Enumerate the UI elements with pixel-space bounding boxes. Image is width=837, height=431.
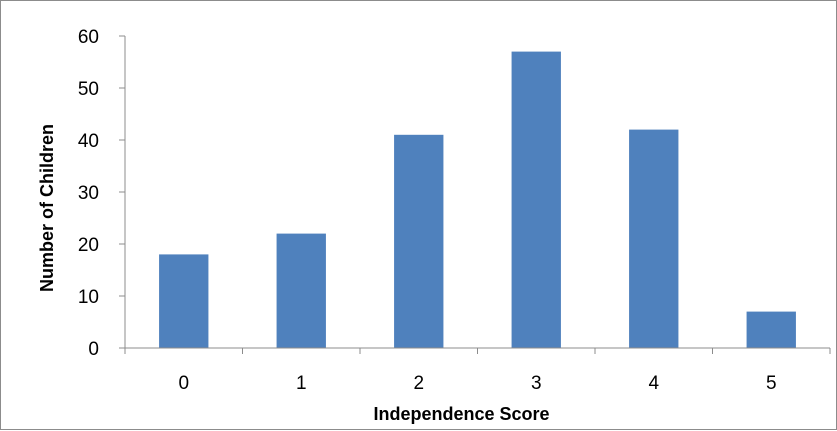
bar-3 — [511, 51, 561, 348]
x-tick-label: 5 — [766, 373, 777, 394]
y-tick-label: 20 — [78, 235, 99, 256]
y-axis-title: Number of Children — [37, 124, 57, 292]
x-axis-title: Independence Score — [373, 404, 549, 424]
x-tick-label: 1 — [296, 373, 307, 394]
x-ticks-group: 0 1 2 3 4 5 — [124, 348, 831, 394]
y-tick-label: 0 — [88, 339, 99, 360]
y-tick-label: 40 — [78, 131, 99, 152]
y-tick-label: 10 — [78, 287, 99, 308]
bar-0 — [159, 254, 209, 348]
y-tick-label: 60 — [78, 27, 99, 48]
x-tick-label: 4 — [648, 373, 659, 394]
bar-4 — [629, 129, 679, 348]
x-tick-label: 2 — [413, 373, 424, 394]
bar-2 — [394, 134, 444, 348]
bars-group — [159, 51, 796, 348]
x-tick-label: 3 — [531, 373, 542, 394]
x-tick-label: 0 — [178, 373, 189, 394]
bar-1 — [276, 233, 326, 348]
bar-5 — [746, 311, 796, 348]
y-tick-label: 30 — [78, 183, 99, 204]
y-tick-label: 50 — [78, 79, 99, 100]
axes-group — [124, 36, 830, 349]
y-ticks-group: 0 10 20 30 40 50 60 — [78, 27, 125, 360]
